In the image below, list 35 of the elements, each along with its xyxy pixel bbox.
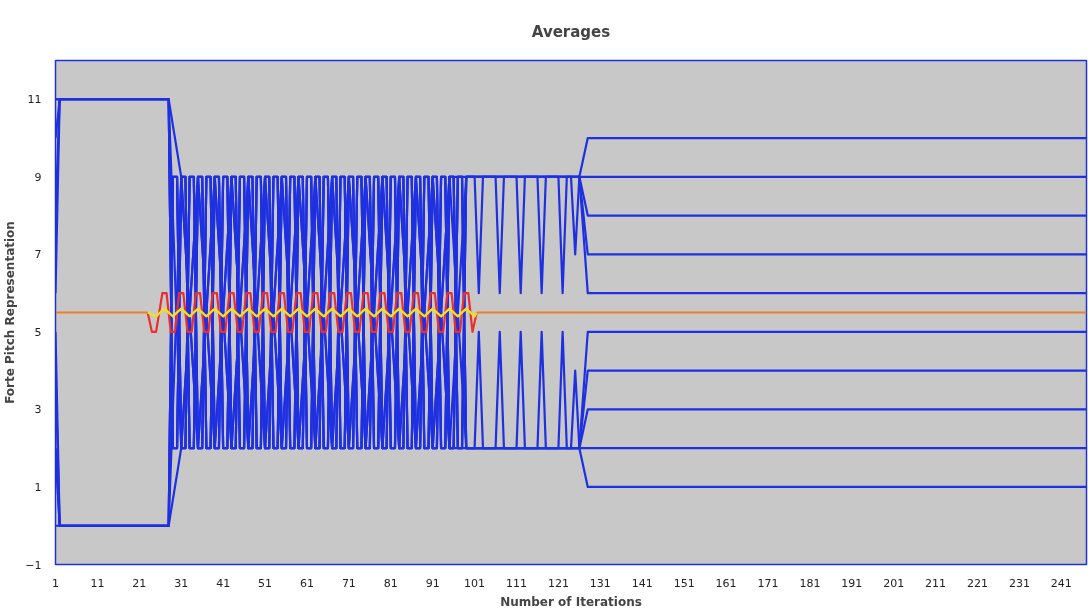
x-tick-label: 111: [506, 576, 528, 590]
y-tick-label: 11: [27, 93, 42, 107]
x-tick-label: 31: [174, 576, 189, 590]
x-tick-label: 151: [673, 576, 695, 590]
x-tick-label: 91: [425, 576, 440, 590]
y-tick-label: −1: [25, 558, 42, 572]
x-tick-label: 81: [383, 576, 398, 590]
x-tick-label: 241: [1050, 576, 1072, 590]
x-tick-label: 231: [1008, 576, 1030, 590]
x-tick-label: 51: [258, 576, 273, 590]
x-tick-label: 161: [715, 576, 737, 590]
x-tick-label: 101: [464, 576, 486, 590]
x-tick-label: 221: [967, 576, 989, 590]
x-tick-label: 21: [132, 576, 147, 590]
y-tick-label: 5: [34, 325, 42, 339]
x-tick-label: 131: [589, 576, 611, 590]
x-axis-title: Number of Iterations: [500, 594, 642, 609]
y-axis-title: Forte Pitch Representation: [3, 221, 18, 404]
x-tick-label: 211: [925, 576, 947, 590]
chart-title: Averages: [531, 22, 611, 41]
y-tick-label: 7: [34, 248, 42, 262]
x-tick-label: 1: [52, 576, 59, 590]
y-tick-label: 9: [34, 170, 42, 184]
x-tick-label: 11: [90, 576, 105, 590]
x-tick-label: 171: [757, 576, 779, 590]
x-tick-label: 61: [299, 576, 314, 590]
x-tick-label: 201: [883, 576, 905, 590]
x-tick-label: 191: [841, 576, 863, 590]
x-tick-label: 41: [216, 576, 231, 590]
y-tick-label: 3: [34, 403, 42, 417]
x-tick-label: 71: [341, 576, 356, 590]
x-tick-label: 121: [547, 576, 569, 590]
x-tick-label: 141: [631, 576, 653, 590]
y-tick-label: 1: [34, 480, 42, 494]
x-tick-label: 181: [799, 576, 821, 590]
